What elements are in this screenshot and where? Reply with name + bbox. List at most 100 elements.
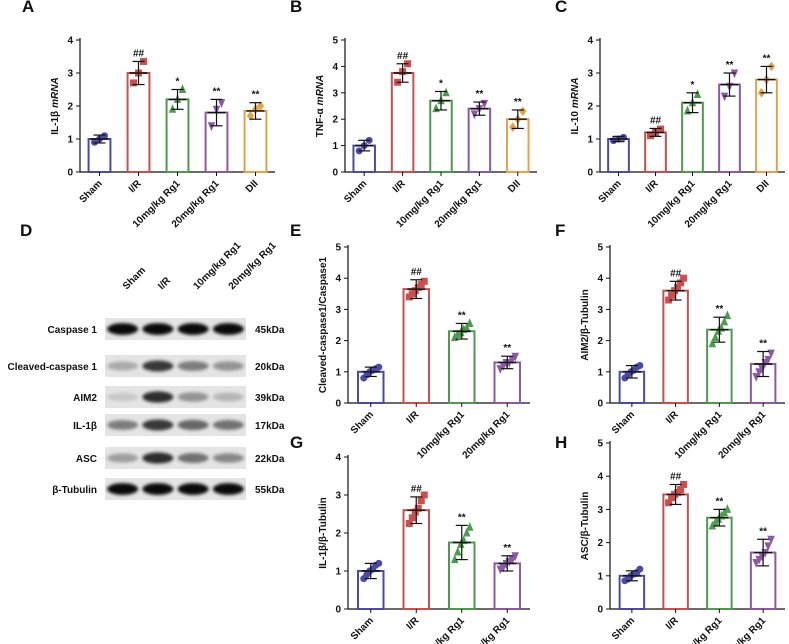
error-bar [207, 98, 226, 127]
blot-strip [105, 318, 246, 340]
size-label: 22kDa [255, 454, 285, 465]
significance-label: ## [133, 48, 145, 59]
row-label: β-Tubulin [52, 485, 97, 496]
significance-label: ** [213, 86, 221, 97]
y-axis-label-italic: mRNA [50, 77, 61, 108]
y-axis-label-text: TNF-α [315, 107, 326, 137]
y-tick-label: 1 [597, 367, 603, 378]
blot-band [107, 392, 139, 402]
bar [467, 107, 492, 173]
y-tick-label: 4 [587, 36, 593, 47]
x-tick-label: Sham [597, 178, 624, 205]
lane-label: Sham [121, 265, 148, 292]
y-axis-label: AIM2/β-Tubulin [580, 289, 591, 360]
y-tick-label: 1 [67, 135, 73, 146]
data-point [465, 522, 474, 531]
data-point [465, 318, 474, 327]
significance-label: ** [458, 512, 466, 523]
x-tick-label: Sham [78, 178, 105, 205]
blot-band [177, 483, 209, 495]
significance-label: ** [476, 89, 484, 100]
significance-label: ** [514, 97, 522, 108]
x-tick-label: 10mg/kg Rg1 [673, 615, 725, 644]
error-bar [622, 570, 641, 582]
data-point [720, 316, 729, 326]
error-bar [452, 322, 471, 340]
y-axis-label-text: ASC/β-Tubulin [580, 492, 591, 561]
blot-band [142, 419, 174, 431]
panel-label: C [555, 0, 567, 16]
blot-strip [105, 414, 246, 436]
y-tick-label: 2 [597, 336, 603, 347]
error-bar [470, 101, 489, 116]
data-point [519, 106, 527, 117]
blot-band [107, 420, 139, 430]
row-label: Cleaved-caspase 1 [7, 362, 97, 373]
error-bar [407, 279, 426, 300]
bar [706, 516, 733, 611]
y-axis-label-text: Cleaved-caspase1/Caspase1 [318, 256, 329, 393]
y-tick-label: 5 [335, 243, 341, 254]
x-tick-label: Sham [349, 615, 376, 642]
bar [448, 330, 476, 404]
error-bar [355, 139, 374, 152]
data-point [680, 274, 688, 282]
error-bar [498, 355, 517, 370]
bar [126, 72, 151, 173]
panel-label: H [555, 433, 567, 452]
data-point [499, 563, 508, 573]
error-bar [622, 364, 641, 379]
blot-band [142, 360, 174, 372]
error-bar [710, 316, 729, 343]
y-tick-label: 5 [597, 439, 603, 450]
panel-label: A [22, 0, 34, 16]
y-tick-label: 1 [587, 135, 593, 146]
blot-band [212, 392, 244, 402]
significance-label: ## [397, 51, 409, 62]
significance-label: ** [503, 543, 511, 554]
significance-label: ** [715, 304, 723, 315]
y-tick-label: 2 [335, 336, 341, 347]
blot-band [107, 483, 139, 495]
x-tick-label: 20mg/kg Rg1 [461, 615, 513, 644]
y-tick-label: 0 [67, 168, 73, 179]
blot-band [107, 453, 139, 463]
y-axis-label: TNF-αmRNA [315, 75, 326, 137]
significance-label: ## [670, 472, 682, 483]
x-tick-label: 20mg/kg Rg1 [716, 409, 768, 461]
significance-label: ** [759, 526, 767, 537]
bar-chart: E Cleaved-caspase1/Caspase1 0 1 2 3 4 5 Sham ## I/… [290, 221, 530, 461]
y-axis-label-italic: mRNA [570, 78, 581, 109]
data-point [414, 504, 422, 512]
data-point [442, 87, 450, 97]
data-point [217, 99, 226, 108]
data-point [453, 546, 462, 556]
y-tick-label: 2 [335, 529, 341, 540]
significance-label: ## [670, 268, 682, 279]
data-point [752, 559, 760, 568]
significance-label: ** [763, 53, 771, 64]
data-point [101, 132, 108, 140]
x-tick-label: I/R [664, 409, 681, 426]
panel-label: G [290, 433, 303, 452]
y-axis-label: IL-10 mRNA [570, 78, 581, 135]
data-point [256, 101, 265, 111]
data-point [636, 565, 644, 573]
row-label: Caspase 1 [48, 325, 98, 336]
data-point [408, 514, 416, 522]
x-tick-label: I/R [405, 615, 422, 632]
bar [607, 138, 630, 173]
blot-band [177, 392, 209, 402]
row-label: ASC [76, 454, 97, 465]
y-tick-label: 5 [597, 243, 603, 254]
data-point [511, 352, 520, 362]
y-tick-label: 3 [335, 305, 341, 316]
bar [718, 83, 741, 173]
y-tick-label: 4 [67, 36, 73, 47]
y-tick-label: 4 [597, 274, 603, 285]
y-axis-label-text: IL-1β/β-Tubulin [318, 497, 329, 568]
error-bar [683, 92, 702, 114]
significance-label: ## [411, 484, 423, 495]
blot-band [212, 420, 244, 430]
panel-label: B [290, 0, 302, 16]
